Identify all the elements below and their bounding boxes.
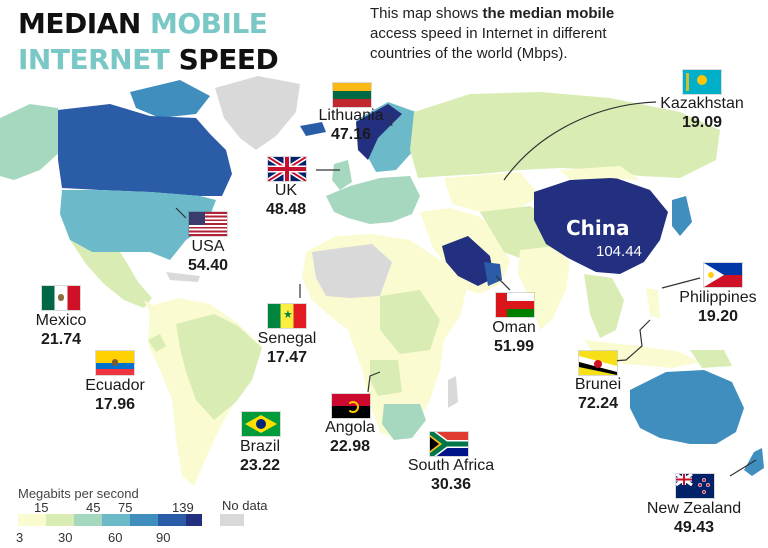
legend-swatch-6	[186, 514, 202, 526]
legend-tick-3: 3	[16, 530, 24, 545]
region-central-africa	[380, 290, 440, 354]
legend-swatch-0	[18, 514, 48, 526]
leader-kazakhstan	[503, 101, 657, 181]
legend-swatch-1	[46, 514, 76, 526]
label-uk: UK 48.48	[265, 182, 307, 218]
legend-swatch-2	[74, 514, 104, 526]
region-south-africa	[382, 404, 426, 440]
region-australia	[630, 370, 744, 444]
region-ecuador	[148, 334, 166, 352]
region-sahara-nodata	[312, 244, 392, 298]
label-usa: USA 54.40	[187, 238, 229, 274]
leader-new-zealand	[729, 459, 757, 477]
flag-south-africa	[430, 432, 468, 456]
region-caribbean	[166, 272, 200, 282]
legend-tick-15: 15	[34, 500, 49, 515]
legend-swatch-4	[130, 514, 160, 526]
region-angola	[370, 360, 402, 396]
region-arctic-islands	[130, 80, 210, 118]
region-new-zealand	[744, 448, 764, 476]
region-papua	[690, 350, 732, 368]
region-iceland	[300, 122, 326, 136]
flag-new-zealand	[676, 474, 714, 498]
region-greenland	[215, 76, 300, 150]
region-indonesia	[584, 340, 700, 368]
flag-ecuador	[96, 351, 134, 375]
region-alaska	[0, 104, 62, 180]
leader-usa	[175, 207, 187, 219]
label-brazil: Brazil 23.22	[239, 438, 281, 474]
legend-tick-75: 75	[118, 500, 133, 515]
flag-kazakhstan	[683, 70, 721, 94]
label-new-zealand: New Zealand 49.43	[646, 500, 742, 536]
legend-no-data-swatch	[220, 514, 244, 526]
flag-usa	[189, 212, 227, 236]
legend-tick-30: 30	[58, 530, 73, 545]
region-uk	[332, 160, 352, 190]
flag-senegal: ★	[268, 304, 306, 328]
map-title: MEDIAN MOBILE INTERNET SPEED	[18, 6, 279, 78]
region-india	[518, 246, 570, 330]
region-china	[534, 176, 668, 274]
label-angola: Angola 22.98	[325, 419, 375, 455]
region-russia	[410, 92, 720, 178]
label-mexico: Mexico 21.74	[35, 312, 87, 348]
label-philippines: Philippines 19.20	[679, 289, 757, 325]
legend-no-data-label: No data	[222, 498, 268, 513]
region-madagascar	[448, 376, 458, 408]
china-value: 104.44	[596, 243, 642, 260]
china-label: China	[566, 216, 630, 240]
label-senegal: Senegal 17.47	[257, 330, 317, 366]
label-kazakhstan: Kazakhstan 19.09	[660, 95, 744, 131]
flag-lithuania	[333, 83, 371, 107]
region-kazakhstan	[444, 172, 540, 212]
legend-tick-139: 139	[172, 500, 194, 515]
flag-angola	[332, 394, 370, 418]
leader-oman	[495, 275, 511, 291]
flag-mexico	[42, 286, 80, 310]
flag-brazil	[242, 412, 280, 436]
legend-title: Megabits per second	[18, 486, 139, 501]
region-usa	[60, 190, 216, 260]
flag-uk	[268, 157, 306, 181]
flag-brunei	[579, 351, 617, 375]
leader-angola	[367, 371, 381, 393]
legend-tick-45: 45	[86, 500, 101, 515]
title-word-mobile: MOBILE	[150, 7, 268, 40]
label-ecuador: Ecuador 17.96	[85, 377, 145, 413]
title-word-median: MEDIAN	[18, 7, 141, 40]
region-mongolia	[560, 166, 640, 180]
region-norway	[356, 104, 402, 160]
region-southeast-asia	[584, 274, 624, 338]
flag-philippines	[704, 263, 742, 287]
region-oman	[484, 262, 502, 286]
legend-swatch-3	[102, 514, 132, 526]
label-brunei: Brunei 72.24	[574, 376, 622, 412]
label-lithuania: Lithuania 47.16	[318, 107, 384, 143]
legend-swatch-5	[158, 514, 188, 526]
legend-tick-60: 60	[108, 530, 123, 545]
map-description: This map shows the median mobile access …	[370, 5, 615, 62]
region-europe	[326, 176, 420, 224]
region-japan	[672, 196, 692, 236]
title-word-internet: INTERNET	[18, 43, 170, 76]
region-gulf	[442, 236, 494, 286]
title-word-speed: SPEED	[178, 43, 279, 76]
region-brazil	[176, 314, 262, 420]
region-canada	[58, 104, 232, 196]
label-south-africa: South Africa 30.36	[407, 457, 495, 493]
leader-lithuania	[387, 111, 393, 127]
label-oman: Oman 51.99	[492, 319, 536, 355]
flag-oman	[496, 293, 534, 317]
legend-tick-90: 90	[156, 530, 171, 545]
region-mexico	[70, 240, 152, 308]
leader-philippines	[661, 277, 701, 289]
region-philippines	[646, 288, 660, 318]
